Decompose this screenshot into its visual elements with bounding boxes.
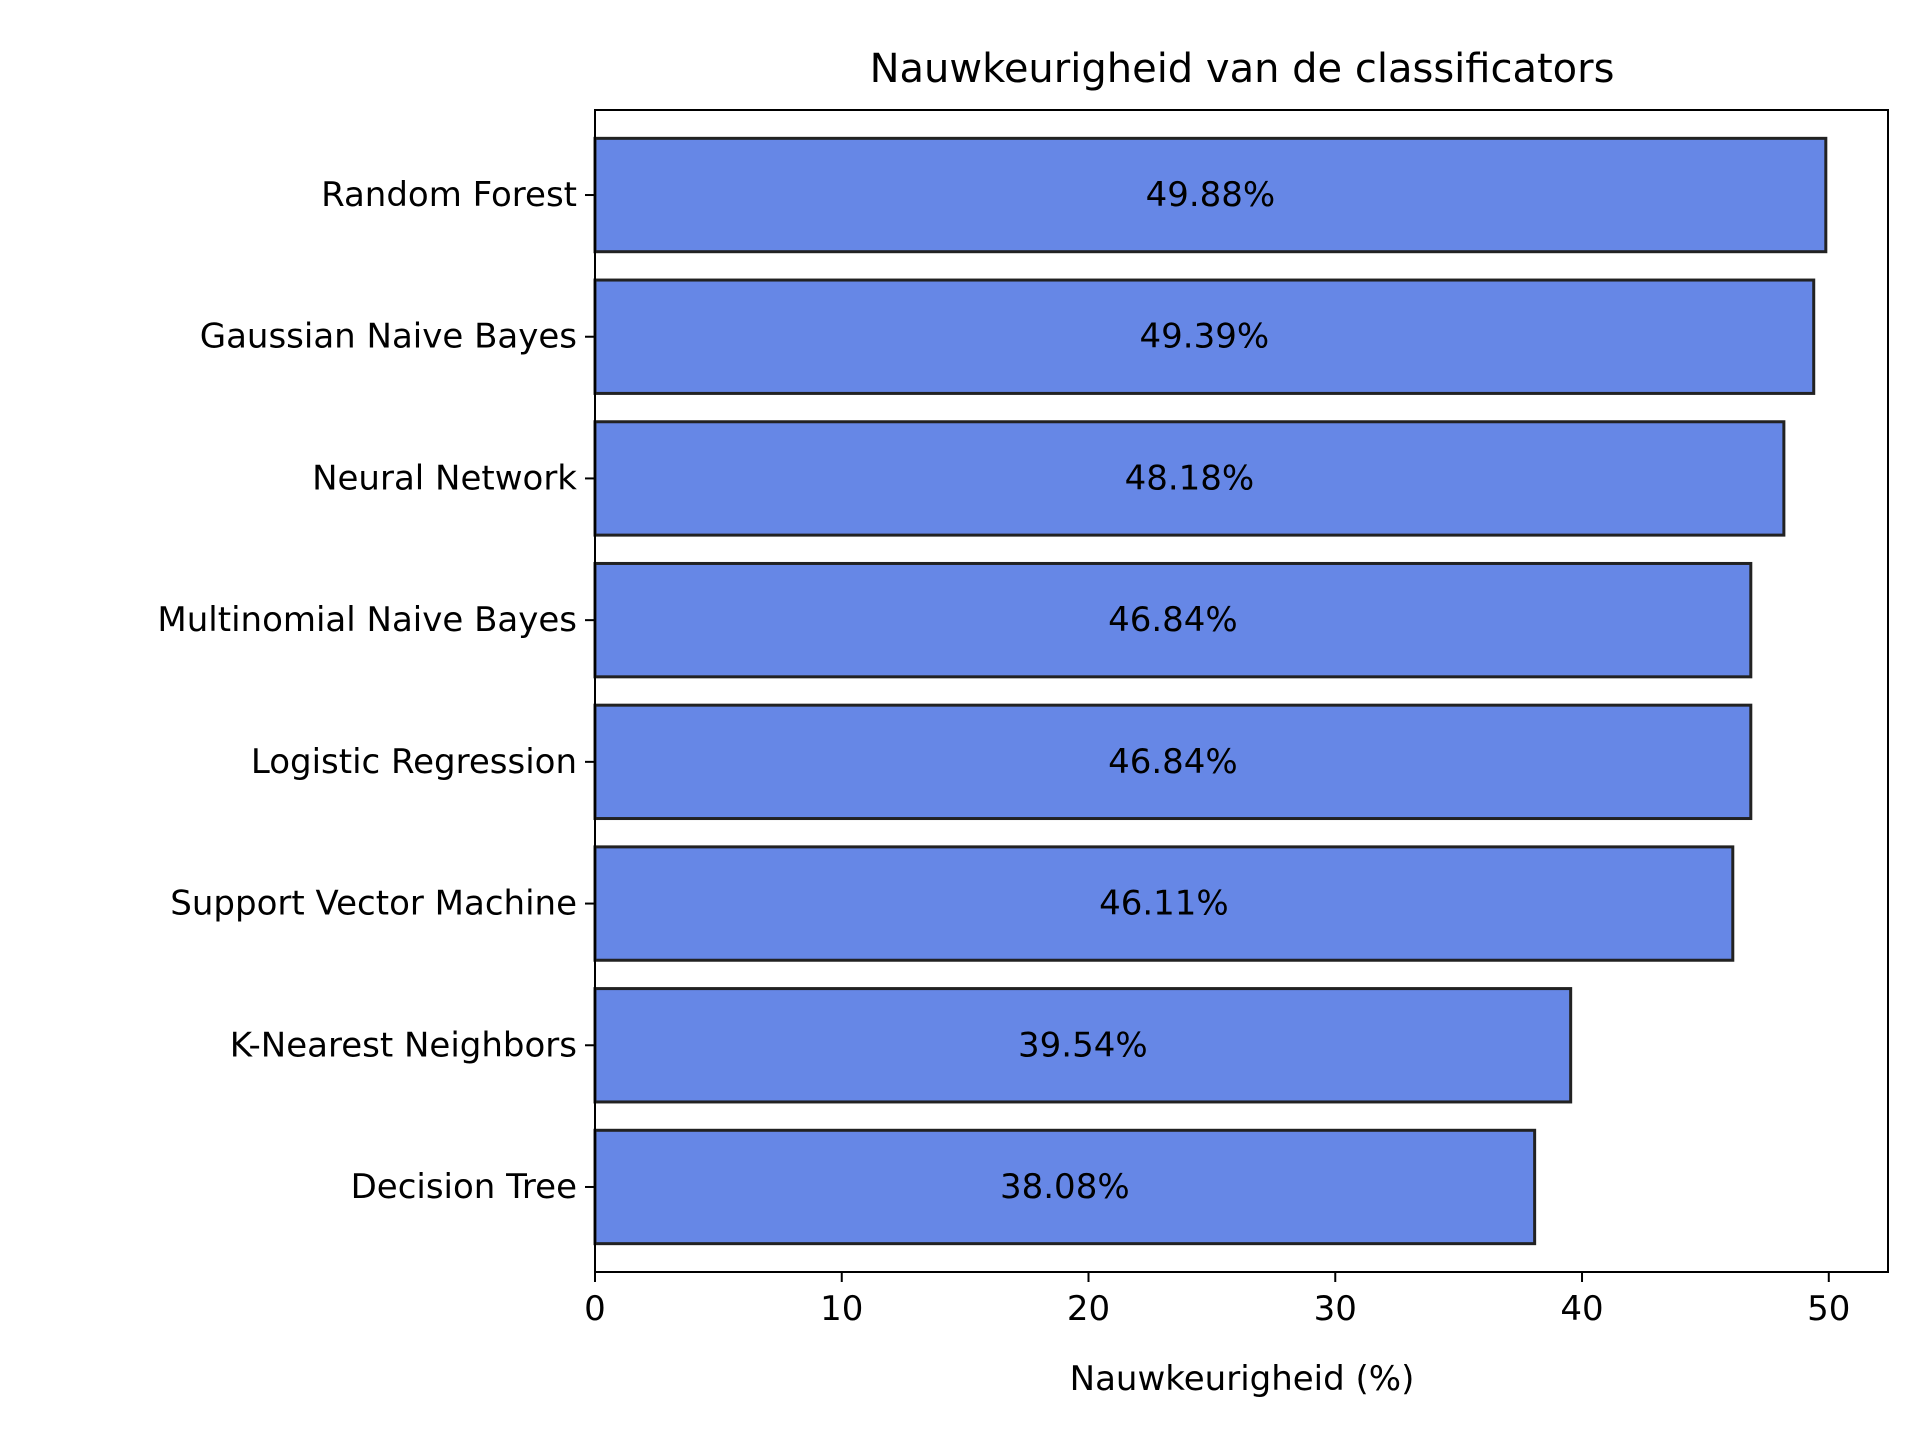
bar-value-label: 49.39% bbox=[1140, 317, 1270, 357]
x-tick-label: 30 bbox=[1314, 1289, 1357, 1329]
bar bbox=[593, 420, 1786, 537]
bar-value-label: 49.88% bbox=[1146, 175, 1276, 215]
x-tick-label: 20 bbox=[1067, 1289, 1110, 1329]
bar-value-label: 39.54% bbox=[1018, 1025, 1148, 1065]
chart-title: Nauwkeurigheid van de classificators bbox=[870, 46, 1615, 92]
bar bbox=[593, 136, 1828, 254]
bars-group bbox=[593, 136, 1828, 1246]
x-axis: 0 10 20 30 40 50 bbox=[584, 1272, 1850, 1329]
x-tick-label: 0 bbox=[584, 1289, 606, 1329]
plot-frame bbox=[594, 109, 1889, 1273]
bar-value-label: 46.11% bbox=[1099, 884, 1229, 924]
y-tick-label: Random Forest bbox=[321, 175, 577, 215]
bar-value-label: 38.08% bbox=[1000, 1167, 1130, 1207]
y-tick-label: Logistic Regression bbox=[251, 742, 577, 782]
y-tick-label: Support Vector Machine bbox=[170, 884, 577, 924]
y-tick-label: Multinomial Naive Bayes bbox=[157, 600, 577, 640]
y-tick-label: Neural Network bbox=[312, 458, 577, 498]
y-tick-label: Gaussian Naive Bayes bbox=[200, 317, 577, 357]
bar bbox=[593, 845, 1735, 962]
x-tick-label: 40 bbox=[1560, 1289, 1603, 1329]
x-axis-label: Nauwkeurigheid (%) bbox=[1070, 1359, 1415, 1399]
bar bbox=[593, 987, 1573, 1104]
bar-labels-group: 49.88% 49.39% 48.18% 46.84% 46.84% 46.11% 39.5… bbox=[1000, 175, 1275, 1207]
y-tick-label: Decision Tree bbox=[351, 1167, 577, 1207]
y-tick-label: K-Nearest Neighbors bbox=[230, 1025, 577, 1065]
x-tick-label: 50 bbox=[1807, 1289, 1850, 1329]
bar bbox=[593, 278, 1816, 395]
bar bbox=[593, 703, 1753, 821]
bar bbox=[593, 561, 1753, 679]
bar-value-label: 46.84% bbox=[1108, 600, 1238, 640]
bar-value-label: 46.84% bbox=[1108, 742, 1238, 782]
bar-value-label: 48.18% bbox=[1125, 458, 1255, 498]
x-tick-label: 10 bbox=[820, 1289, 863, 1329]
y-axis: Random Forest Gaussian Naive Bayes Neural … bbox=[157, 175, 595, 1207]
